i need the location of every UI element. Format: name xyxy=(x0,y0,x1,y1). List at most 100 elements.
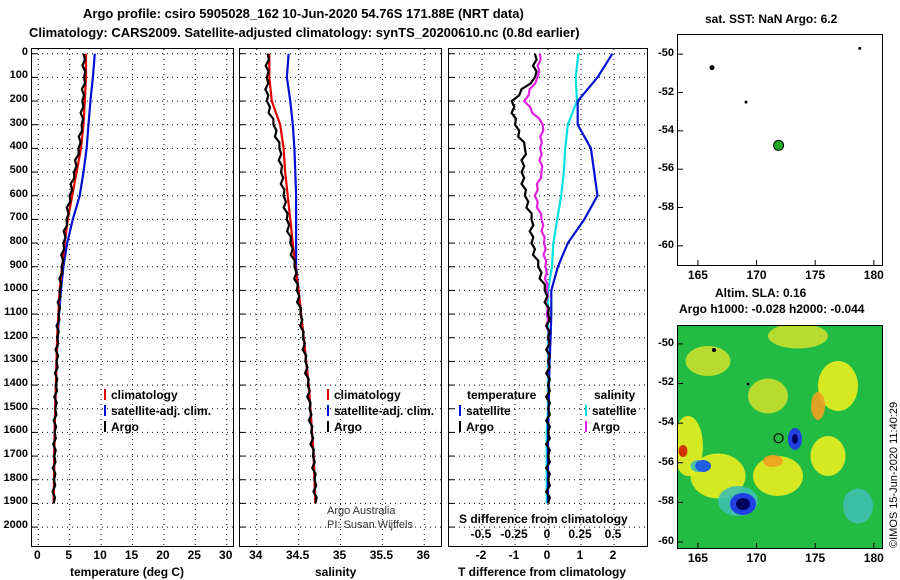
sal-xtick-35.5: 35.5 xyxy=(369,548,394,562)
diff-legend-s-satellite: satellite xyxy=(585,404,637,418)
sla-xtick-170: 170 xyxy=(746,551,767,565)
sla-xtick-180: 180 xyxy=(863,551,884,565)
depth-tick-100: 100 xyxy=(9,69,28,82)
temp-xtick-5: 5 xyxy=(65,548,73,562)
sst-map xyxy=(678,46,875,265)
diff-series-sat-t xyxy=(546,53,614,504)
title-line-1: Argo profile: csiro 5905028_162 10-Jun-2… xyxy=(83,6,524,21)
sla-blob-1 xyxy=(768,326,828,349)
salinity-panel xyxy=(239,48,442,547)
diff-series-sat-s xyxy=(545,53,580,504)
depth-tick-1400: 1400 xyxy=(3,377,28,390)
temp-xtick-25: 25 xyxy=(187,548,201,562)
sla-low-east-core xyxy=(792,434,798,444)
sla-blob-7 xyxy=(753,456,803,496)
diff-series-argo-t xyxy=(510,53,551,504)
diff-xtick-2: 2 xyxy=(609,548,617,562)
depth-tick-400: 400 xyxy=(9,140,28,153)
sst-ytick--56: -56 xyxy=(658,162,674,175)
altim-map-panel xyxy=(677,325,883,549)
title-line-2: Climatology: CARS2009. Satellite-adjuste… xyxy=(29,25,580,40)
depth-tick-1100: 1100 xyxy=(4,306,28,319)
temp-xtick-0: 0 xyxy=(33,548,41,562)
diff-legend-t-argo: Argo xyxy=(459,420,494,434)
diff-xtick-1: 1 xyxy=(576,548,584,562)
sst-xtick-175: 175 xyxy=(805,268,826,282)
diff-legend-s-argo: Argo xyxy=(585,420,620,434)
diff-s-xtick-2: 0 xyxy=(543,527,551,541)
depth-tick-500: 500 xyxy=(9,164,28,177)
sla-blob-8 xyxy=(811,392,825,420)
depth-tick-900: 900 xyxy=(9,258,28,271)
depth-tick-1900: 1900 xyxy=(3,495,28,508)
altim-map-title: Altim. SLA: 0.16 xyxy=(715,286,807,300)
sst-ytick--60: -60 xyxy=(658,238,674,251)
sal-legend-satellite: satellite-adj. clim. xyxy=(327,404,434,418)
sst-island-2 xyxy=(858,46,862,50)
sst-xtick-170: 170 xyxy=(746,268,767,282)
sla-blob-3 xyxy=(810,436,846,476)
sla-blob-0 xyxy=(685,346,731,376)
sla-xtick-165: 165 xyxy=(687,551,708,565)
depth-tick-2000: 2000 xyxy=(3,519,28,532)
depth-tick-1300: 1300 xyxy=(3,353,28,366)
sla-blob-2 xyxy=(818,361,858,411)
sla-ytick--54: -54 xyxy=(658,416,674,429)
credit-pi: PI: Susan Wijffels xyxy=(327,519,413,531)
depth-tick-1600: 1600 xyxy=(3,424,28,437)
diff-legend-temperature-heading: temperature xyxy=(467,388,537,402)
depth-tick-700: 700 xyxy=(9,211,28,224)
t-difference-x-label: T difference from climatology xyxy=(458,565,627,579)
depth-tick-0: 0 xyxy=(21,45,28,58)
sst-ytick--50: -50 xyxy=(658,47,674,60)
sla-low-south-core xyxy=(736,498,750,510)
diff-legend-t-satellite: satellite xyxy=(459,404,511,418)
depth-tick-1700: 1700 xyxy=(3,448,28,461)
salinity-x-label: salinity xyxy=(315,565,357,579)
diff-s-xtick-4: 0.5 xyxy=(604,527,622,541)
salinity-chart xyxy=(240,49,441,546)
sla-ytick--50: -50 xyxy=(658,336,674,349)
temperature-panel xyxy=(31,48,234,547)
sst-ytick--58: -58 xyxy=(658,200,674,213)
imos-watermark: ©IMOS 15-Jun-2020 11:40:29 xyxy=(888,401,900,548)
temp-legend-satellite: satellite-adj. clim. xyxy=(104,404,211,418)
sal-series-satellite xyxy=(285,53,317,504)
sst-ytick--52: -52 xyxy=(658,85,674,98)
sla-low-west xyxy=(695,460,711,472)
difference-panel xyxy=(448,48,648,547)
diff-xtick-0: 0 xyxy=(543,548,551,562)
diff-s-xtick-0: -0.5 xyxy=(470,527,492,541)
temp-xtick-20: 20 xyxy=(156,548,170,562)
sla-ytick--60: -60 xyxy=(658,535,674,548)
sal-legend-climatology: climatology xyxy=(327,388,401,402)
sla-island-0 xyxy=(712,348,716,352)
sst-map-panel xyxy=(677,34,883,266)
depth-tick-300: 300 xyxy=(9,116,28,129)
sla-blob-12 xyxy=(843,488,873,524)
depth-tick-1800: 1800 xyxy=(3,471,28,484)
temp-xtick-10: 10 xyxy=(93,548,107,562)
diff-s-xtick-3: 0.25 xyxy=(568,527,592,541)
temperature-chart xyxy=(32,49,233,546)
sla-blob-10 xyxy=(678,445,688,457)
sla-xtick-175: 175 xyxy=(805,551,826,565)
s-difference-label: S difference from climatology xyxy=(459,512,628,526)
diff-xtick--1: -1 xyxy=(508,548,520,562)
sst-island-1 xyxy=(744,100,748,104)
depth-tick-600: 600 xyxy=(9,187,28,200)
sla-blob-5 xyxy=(748,378,788,414)
sla-ytick--56: -56 xyxy=(658,455,674,468)
temp-legend-climatology: climatology xyxy=(104,388,178,402)
temperature-x-label: temperature (deg C) xyxy=(70,565,185,579)
sla-ytick--52: -52 xyxy=(658,376,674,389)
depth-tick-200: 200 xyxy=(9,93,28,106)
diff-xtick--2: -2 xyxy=(475,548,487,562)
diff-series-argo-s xyxy=(522,53,551,504)
temp-series-argo xyxy=(51,53,87,504)
sst-argo-marker xyxy=(773,139,785,151)
sla-blob-9 xyxy=(763,455,783,467)
sal-xtick-34: 34 xyxy=(249,548,263,562)
temp-xtick-15: 15 xyxy=(124,548,139,562)
temp-legend-argo: Argo xyxy=(104,420,139,434)
